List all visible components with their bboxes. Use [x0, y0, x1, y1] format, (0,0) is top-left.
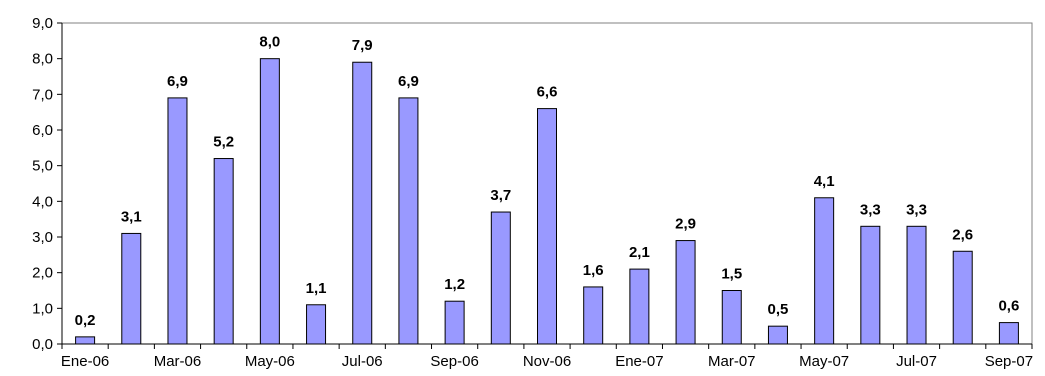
y-tick-label: 0,0 [32, 336, 53, 353]
bar-jul-06 [352, 61, 373, 345]
bar-feb-07 [675, 240, 696, 345]
data-label: 0,5 [768, 301, 789, 318]
data-label: 0,6 [998, 298, 1019, 315]
bar-abr-06 [213, 158, 234, 345]
data-label: 2,9 [675, 216, 696, 233]
bar-oct-06 [490, 211, 511, 345]
bar-may-07 [814, 197, 835, 345]
data-label: 3,1 [121, 208, 142, 225]
data-label: 7,9 [352, 37, 373, 54]
bar-may-06 [259, 58, 280, 345]
data-label: 3,3 [860, 201, 881, 218]
bar-jun-06 [306, 304, 327, 345]
data-label: 6,6 [537, 84, 558, 101]
x-tick-label: Jul-06 [342, 353, 383, 370]
data-label: 3,7 [490, 187, 511, 204]
bar-nov-06 [537, 108, 557, 345]
data-label: 8,0 [259, 34, 280, 51]
bar-sep-06 [444, 300, 465, 345]
x-axis: Ene-06 Mar-06 May-06 Jul-06 Sep-06 Nov-06 Ene-… [61, 343, 1033, 370]
x-tick-label: May-06 [245, 353, 295, 370]
x-tick-label: Sep-07 [985, 353, 1033, 370]
x-tick-label: Mar-06 [154, 353, 202, 370]
bar-ago-06 [398, 97, 419, 345]
x-tick-label: Nov-06 [523, 353, 571, 370]
bar-ene-06 [75, 336, 96, 345]
y-tick-label: 6,0 [32, 122, 53, 139]
y-tick-label: 8,0 [32, 51, 53, 68]
bar-sep-07 [998, 322, 1019, 345]
x-tick-label: Mar-07 [708, 353, 756, 370]
data-label: 1,1 [306, 280, 327, 297]
y-tick-label: 7,0 [32, 86, 53, 103]
data-label: 1,6 [583, 262, 604, 279]
x-tick-label: Ene-07 [615, 353, 663, 370]
data-label: 4,1 [814, 173, 835, 190]
bar-abr-07 [767, 325, 788, 345]
bar-series [75, 58, 1019, 345]
y-tick-label: 1,0 [32, 300, 53, 317]
data-label: 2,6 [952, 226, 973, 243]
bar-mar-07 [721, 290, 742, 345]
x-tick-label: Jul-07 [896, 353, 937, 370]
data-label: 1,5 [721, 266, 742, 283]
y-tick-label: 9,0 [32, 15, 53, 32]
bar-ene-07 [629, 268, 650, 345]
y-tick-label: 2,0 [32, 265, 53, 282]
y-axis: 0,0 1,0 2,0 3,0 4,0 5,0 6,0 7,0 8,0 9,0 [32, 15, 63, 353]
data-label: 0,2 [75, 312, 96, 329]
x-tick-label: Sep-06 [430, 353, 478, 370]
data-label: 5,2 [213, 134, 234, 151]
data-label: 2,1 [629, 244, 650, 261]
bar-mar-06 [167, 97, 188, 345]
bar-feb-06 [121, 232, 142, 345]
bar-ago-07 [952, 250, 973, 345]
y-tick-label: 4,0 [32, 193, 53, 210]
x-tick-label: Ene-06 [61, 353, 109, 370]
data-labels: 0,2 3,1 6,9 5,2 8,0 1,1 7,9 6,9 1,2 3,7 6,6 1,6 2,1 2… [75, 34, 1020, 329]
bar-dic-06 [583, 286, 604, 345]
data-label: 6,9 [167, 73, 188, 90]
bar-jun-07 [860, 225, 881, 345]
data-label: 6,9 [398, 73, 419, 90]
y-tick-label: 5,0 [32, 158, 53, 175]
x-tick-label: May-07 [799, 353, 849, 370]
y-tick-label: 3,0 [32, 229, 53, 246]
data-label: 1,2 [444, 276, 465, 293]
bar-jul-07 [906, 225, 927, 345]
data-label: 3,3 [906, 201, 927, 218]
